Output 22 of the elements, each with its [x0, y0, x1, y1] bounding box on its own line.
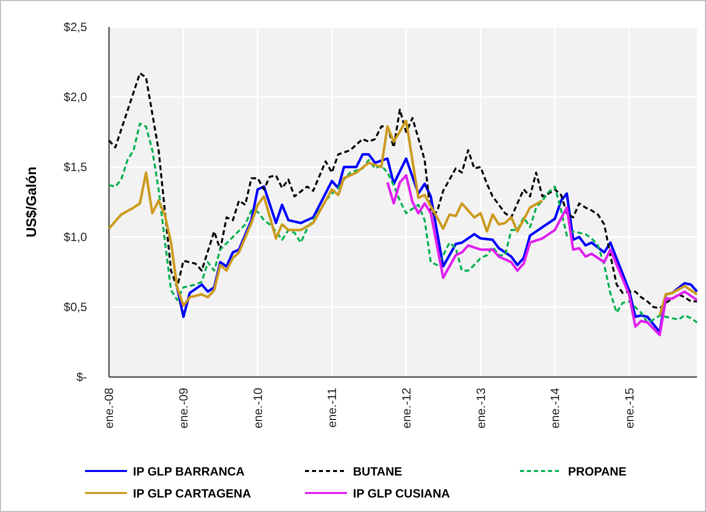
y-tick-label: $1,0: [64, 230, 88, 244]
y-tick-label: $2,5: [64, 20, 88, 34]
line-series: [386, 174, 698, 336]
legend-label: IP GLP CUSIANA: [353, 486, 450, 500]
y-tick-label: $2,0: [64, 90, 88, 104]
legend-label: IP GLP CARTAGENA: [133, 486, 252, 500]
x-tick-label: ene.-10: [250, 387, 265, 429]
x-tick-label: ene.-11: [325, 387, 340, 428]
y-tick-label: $-: [76, 370, 87, 384]
line-series: [108, 72, 698, 310]
x-tick-label: ene.-08: [102, 387, 116, 429]
x-tick-label: ene.-14: [548, 387, 562, 429]
y-tick-label: $0,5: [64, 300, 88, 314]
x-tick-label: ene.-09: [176, 387, 191, 429]
x-tick-label: ene.-12: [399, 387, 414, 429]
legend-label: BUTANE: [353, 464, 402, 478]
legend-label: IP GLP BARRANCA: [133, 464, 245, 478]
y-tick-label: $1,5: [64, 160, 88, 174]
legend-label: PROPANE: [568, 464, 626, 478]
x-tick-label: ene.-13: [474, 387, 488, 429]
x-tick-label: ene.-15: [622, 387, 636, 429]
y-axis-title: US$/Galón: [23, 166, 39, 238]
